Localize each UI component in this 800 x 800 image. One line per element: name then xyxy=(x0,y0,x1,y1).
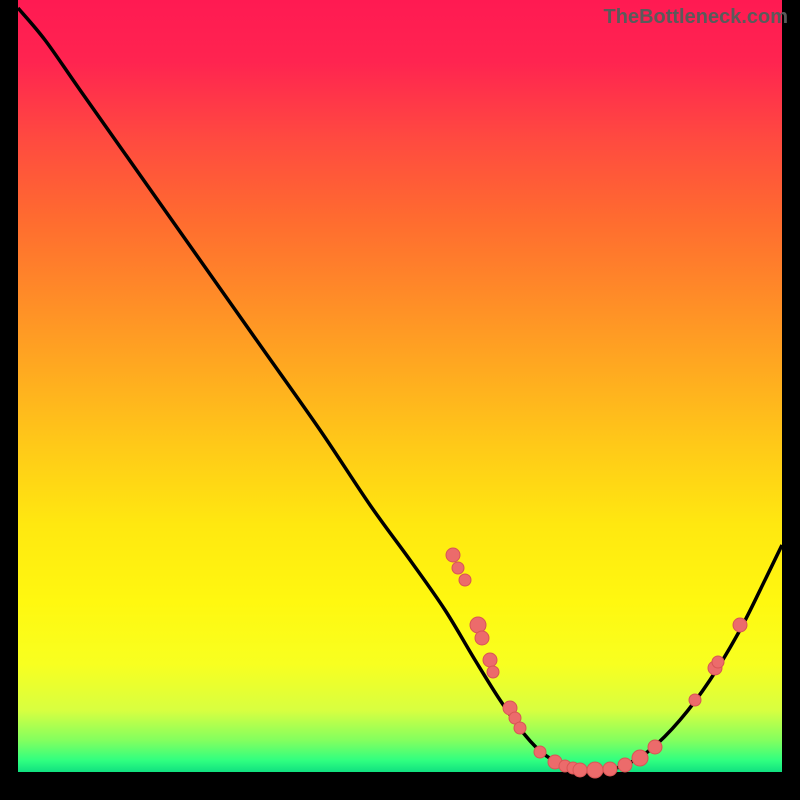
watermark-text: TheBottleneck.com xyxy=(604,6,788,29)
data-marker xyxy=(483,653,497,667)
data-marker xyxy=(514,722,526,734)
data-marker xyxy=(733,618,747,632)
data-marker xyxy=(648,740,662,754)
data-marker xyxy=(587,762,603,778)
data-marker xyxy=(689,694,701,706)
data-marker xyxy=(470,617,486,633)
chart-svg xyxy=(0,0,800,800)
data-marker xyxy=(573,763,587,777)
data-marker xyxy=(534,746,546,758)
data-marker xyxy=(459,574,471,586)
data-marker xyxy=(446,548,460,562)
data-marker xyxy=(618,758,632,772)
border-bottom xyxy=(0,772,800,800)
plot-background xyxy=(18,0,782,772)
data-marker xyxy=(712,656,724,668)
border-right xyxy=(782,0,800,800)
data-marker xyxy=(452,562,464,574)
data-marker xyxy=(487,666,499,678)
border-left xyxy=(0,0,18,800)
data-marker xyxy=(603,762,617,776)
chart-container: TheBottleneck.com xyxy=(0,0,800,800)
data-marker xyxy=(632,750,648,766)
data-marker xyxy=(475,631,489,645)
